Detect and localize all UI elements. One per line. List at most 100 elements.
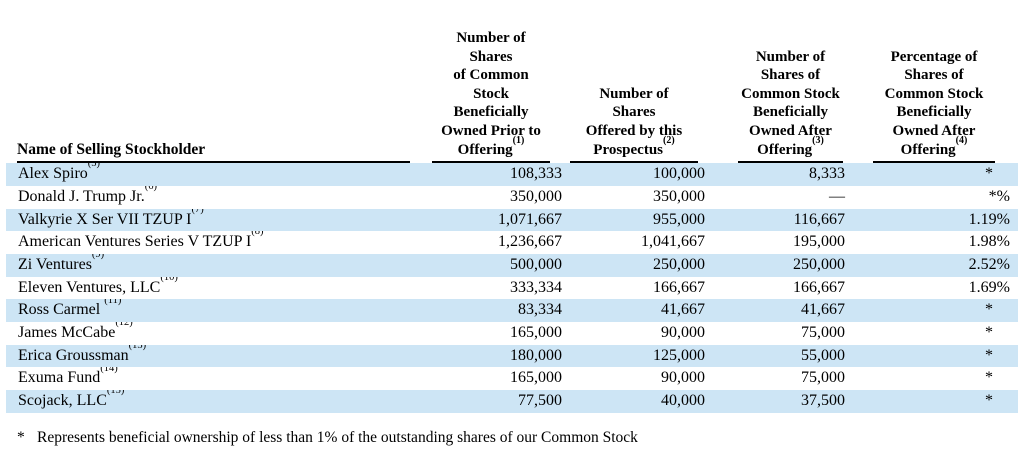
stockholder-name-cell: Zi Ventures(9) (6, 253, 412, 277)
footnote-ref: (10) (160, 276, 178, 283)
offered-cell: 1,041,667 (641, 233, 705, 251)
offered-cell: 350,000 (653, 187, 705, 205)
table-row: Alex Spiro(5) 108,333 100,000 8,333 * (6, 163, 1018, 186)
footnote-ref: (2) (663, 134, 675, 146)
offered-cell: 125,000 (568, 344, 708, 368)
stockholder-name-cell: Valkyrie X Ser VII TZUP I(7) (6, 208, 412, 232)
stockholder-name-cell: Alex Spiro(5) (6, 163, 412, 186)
owned-prior-cell: 77,500 (412, 390, 568, 413)
footnote-ref: (12) (115, 322, 133, 329)
owned-prior-cell: 108,333 (412, 163, 568, 186)
document-page: Name of Selling Stockholder Number of Sh… (6, 29, 1018, 447)
owned-prior-cell: 1,236,667 (498, 233, 562, 251)
pct-after-cell: *% (988, 187, 1010, 205)
footnote-ref: (11) (104, 299, 122, 306)
owned-after-cell: 37,500 (708, 390, 853, 413)
offered-cell: 250,000 (568, 253, 708, 277)
pct-after-cell: * (853, 299, 1018, 323)
header-offered-by-prospectus: Number of Shares Offered by this Prospec… (568, 29, 708, 164)
owned-prior-cell: 333,334 (510, 278, 562, 296)
header-line: Percentage of (890, 48, 978, 65)
header-line: Prospectus(2) (593, 134, 675, 158)
owned-after-cell: 75,000 (801, 324, 845, 342)
offered-cell: 166,667 (653, 278, 705, 296)
header-line: Owned After (892, 122, 976, 139)
header-line: Shares (469, 48, 513, 65)
owned-prior-cell: 500,000 (412, 253, 568, 277)
table-row: Zi Ventures(9) 500,000 250,000 250,000 2… (6, 253, 1018, 277)
header-line: Owned Prior to (441, 122, 541, 139)
footnote-ref: (5) (87, 163, 101, 170)
pct-after-cell: 1.69% (968, 278, 1010, 296)
stockholder-name-cell: Ross Carmel (11) (6, 299, 412, 323)
owned-after-cell: 41,667 (708, 299, 853, 323)
header-percentage-after-offering: Percentage of Shares of Common Stock Ben… (853, 29, 1018, 164)
footnote-marker: * (17, 428, 25, 446)
pct-after-cell: * (853, 390, 1018, 413)
header-owned-prior-to-offering: Number of Shares of Common Stock Benefic… (412, 29, 568, 164)
pct-after-cell: * (853, 163, 1018, 186)
offered-cell: 41,667 (568, 299, 708, 323)
pct-after-cell: * (853, 344, 1018, 368)
footnote-ref: (3) (812, 134, 824, 146)
owned-prior-cell: 180,000 (412, 344, 568, 368)
footnote-ref: (13) (128, 344, 147, 351)
header-line: Beneficially (453, 104, 529, 121)
offered-cell: 40,000 (568, 390, 708, 413)
footnote-ref: (7) (191, 208, 204, 215)
stockholder-name-cell: American Ventures Series V TZUP I(8) (6, 231, 412, 254)
table-row: Eleven Ventures, LLC(10) 333,334 166,667… (6, 277, 1018, 300)
stockholder-name-cell: Eleven Ventures, LLC(10) (6, 277, 412, 300)
pct-after-cell: * (985, 369, 993, 387)
offered-cell: 90,000 (661, 369, 705, 387)
offered-cell: 955,000 (568, 208, 708, 232)
owned-after-cell: 166,667 (793, 278, 845, 296)
owned-prior-cell: 350,000 (510, 187, 562, 205)
owned-after-cell: 8,333 (708, 163, 853, 186)
header-owned-after-offering: Number of Shares of Common Stock Benefic… (708, 29, 853, 164)
header-label: Name of Selling Stockholder (17, 140, 206, 158)
table-row: James McCabe(12) 165,000 90,000 75,000 * (6, 322, 1018, 345)
header-line: Offering(1) (457, 134, 525, 158)
header-line: Offering(4) (900, 134, 968, 158)
pct-after-cell: * (985, 324, 993, 342)
owned-after-cell: 75,000 (801, 369, 845, 387)
table-row: Donald J. Trump Jr.(6) 350,000 350,000 —… (6, 186, 1018, 209)
header-line: Shares of (760, 67, 821, 84)
stockholder-name-cell: Donald J. Trump Jr.(6) (6, 186, 412, 209)
pct-after-cell: 1.98% (968, 233, 1010, 251)
header-name-of-selling-stockholder: Name of Selling Stockholder (6, 29, 412, 164)
stockholder-name-cell: Erica Groussman(13) (6, 344, 412, 368)
table-row: Exuma Fund(14) 165,000 90,000 75,000 * (6, 367, 1018, 390)
owned-after-cell: 195,000 (793, 233, 845, 251)
table-row: Valkyrie X Ser VII TZUP I(7) 1,071,667 9… (6, 208, 1018, 232)
owned-prior-cell: 165,000 (510, 324, 562, 342)
stockholder-name-cell: James McCabe(12) (6, 322, 412, 345)
offered-cell: 100,000 (568, 163, 708, 186)
footnote-text: Represents beneficial ownership of less … (37, 428, 638, 446)
header-line: Shares of (904, 67, 964, 84)
header-line: Offered by this (585, 122, 683, 139)
footnote-ref: (14) (100, 367, 118, 374)
offered-cell: 90,000 (661, 324, 705, 342)
header-line: Beneficially (896, 104, 972, 121)
stockholder-name-cell: Exuma Fund(14) (6, 367, 412, 390)
table-row: Ross Carmel (11) 83,334 41,667 41,667 * (6, 299, 1018, 323)
table-row: American Ventures Series V TZUP I(8) 1,2… (6, 231, 1018, 254)
pct-after-cell: 2.52% (853, 253, 1018, 277)
table-row: Erica Groussman(13) 180,000 125,000 55,0… (6, 344, 1018, 368)
header-line: Common Stock (741, 85, 840, 102)
footnote-ref: (15) (106, 390, 125, 397)
header-line: Shares (612, 104, 656, 121)
footnote-ref: (8) (251, 231, 264, 238)
header-line: Number of (456, 30, 526, 46)
selling-stockholder-table: Name of Selling Stockholder Number of Sh… (6, 29, 1018, 413)
pct-after-cell: 1.19% (853, 208, 1018, 232)
footnote-ref: (1) (512, 134, 525, 146)
header-line: Stock (473, 85, 509, 102)
owned-prior-cell: 83,334 (412, 299, 568, 323)
footnote: * Represents beneficial ownership of les… (6, 428, 1018, 447)
table-header-row: Name of Selling Stockholder Number of Sh… (6, 29, 1018, 164)
table-row: Scojack, LLC(15) 77,500 40,000 37,500 * (6, 390, 1018, 413)
owned-after-cell: 250,000 (708, 253, 853, 277)
